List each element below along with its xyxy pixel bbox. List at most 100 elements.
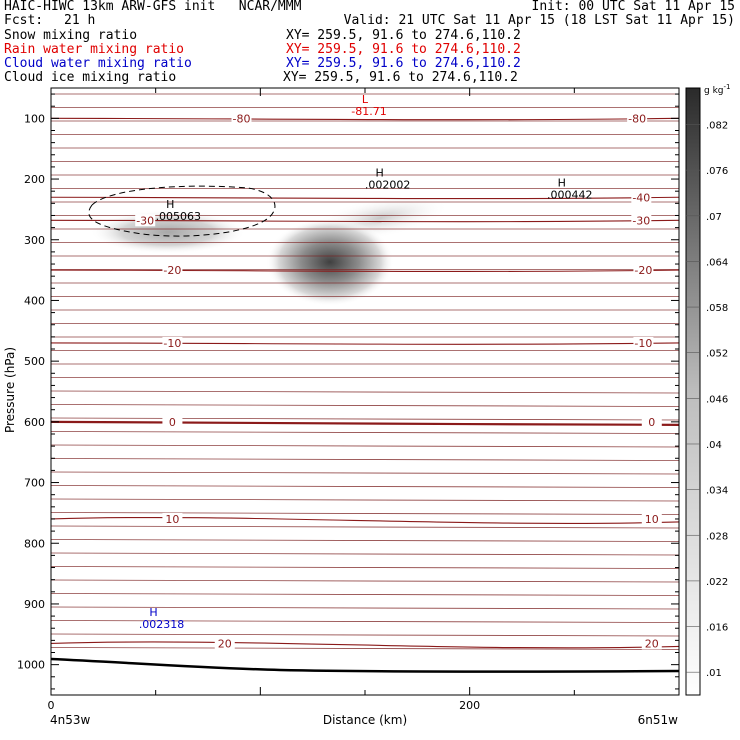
y-tick-label: 300 — [24, 234, 45, 247]
isoline — [51, 593, 679, 596]
colorbar-label: .022 — [706, 577, 728, 588]
extremum-value: .002002 — [365, 179, 411, 192]
shading-layer — [90, 194, 450, 306]
high-marker: H — [149, 606, 157, 619]
y-tick-label: 800 — [24, 537, 45, 550]
forecast-label: Fcst: — [4, 13, 44, 28]
contour-label: -10 — [163, 337, 181, 350]
contour-label: -20 — [634, 264, 652, 277]
temperature-contour — [51, 641, 679, 649]
colorbar-label: .076 — [706, 166, 728, 177]
y-tick-label: 100 — [24, 112, 45, 125]
isoline — [51, 539, 679, 542]
colorbar-label: .028 — [706, 531, 728, 542]
contour-label: -40 — [632, 191, 650, 204]
y-tick-label: 200 — [24, 173, 45, 186]
isoline — [51, 431, 679, 434]
contour-label: 0 — [648, 416, 655, 429]
temperature-contour — [51, 516, 679, 524]
contour-label-bg — [633, 264, 654, 277]
contour-label-bg — [231, 112, 252, 125]
colorbar-label: .016 — [706, 623, 728, 634]
background-isolines — [51, 93, 679, 650]
terrain-line — [50, 657, 680, 673]
y-tick-label: 400 — [24, 294, 45, 307]
field-rain-name: Rain water mixing ratio — [4, 42, 185, 57]
isoline — [51, 485, 679, 488]
extremum-value: .002318 — [139, 618, 185, 631]
contour-label: 10 — [165, 513, 179, 526]
y-tick-label: 900 — [24, 598, 45, 611]
isoline — [51, 390, 679, 394]
contour-label: -80 — [233, 112, 251, 125]
colorbar-ramp — [685, 87, 701, 696]
isoline — [51, 417, 679, 421]
x-tick-label: 0 — [48, 699, 55, 712]
isoline — [51, 566, 679, 569]
temperature-contour — [51, 269, 679, 272]
contour-label: 0 — [169, 416, 176, 429]
colorbar-label: .034 — [706, 486, 728, 497]
contour-label-bg — [641, 637, 662, 650]
high-marker: H — [166, 198, 174, 211]
high-marker: H — [558, 176, 566, 189]
contour-label: -80 — [628, 112, 646, 125]
temperature-contour — [51, 342, 679, 345]
isoline — [51, 606, 679, 610]
extremum-value: .000442 — [547, 188, 593, 201]
colorbar-label: .01 — [706, 668, 722, 679]
contour-label-bg — [135, 214, 156, 227]
init-time: Init: 00 UTC Sat 11 Apr 15 — [531, 0, 736, 14]
contour-label-bg — [631, 191, 652, 204]
temperature-contour — [51, 117, 679, 121]
high-marker: H — [376, 167, 384, 180]
contour-label: 20 — [218, 637, 232, 650]
isoline — [51, 471, 679, 475]
contour-label-bg — [162, 264, 183, 277]
forecast-hour: 21 h — [64, 13, 96, 28]
contour-label-bg — [627, 112, 648, 125]
contour-label: -30 — [632, 214, 650, 227]
x-endpoint-left: 4n53w — [50, 713, 91, 727]
colorbar-label: .058 — [706, 303, 728, 314]
title-line: HAIC-HIWC 13km ARW-GFS init NCAR/MMM — [4, 0, 302, 14]
extremum-value: .005063 — [156, 210, 202, 223]
colorbar-label: .052 — [706, 349, 728, 360]
isoline — [51, 633, 679, 637]
contour-label: 20 — [645, 637, 659, 650]
x-tick-label: 200 — [459, 699, 480, 712]
contour-label-bg — [631, 214, 652, 227]
contour-label-bg — [633, 336, 654, 349]
colorbar-label: .064 — [706, 257, 728, 268]
isoline — [51, 525, 679, 529]
contour-label-bg — [641, 415, 662, 428]
isoline — [51, 444, 679, 448]
y-tick-label: 500 — [24, 355, 45, 368]
isoline — [51, 404, 679, 407]
temperature-contours — [51, 117, 679, 649]
colorbar: .01 .016 .022 .028 .034 .04 .046 .052 .058 .064 .0… — [685, 83, 730, 696]
ice-shading-core — [266, 218, 394, 306]
colorbar-label: .07 — [706, 212, 722, 223]
contour-label-bg — [641, 512, 662, 525]
field-cloudwater-xy: XY= 259.5, 91.6 to 274.6,110.2 — [286, 56, 521, 71]
contour-label-bg — [162, 512, 183, 525]
temperature-contour — [51, 219, 679, 223]
isoline — [51, 620, 679, 623]
contour-label-bg — [162, 336, 183, 349]
dashed-contour — [88, 185, 276, 237]
contour-label: -30 — [136, 214, 154, 227]
isoline — [51, 498, 679, 502]
field-snow-xy: XY= 259.5, 91.6 to 274.6,110.2 — [286, 28, 521, 43]
contour-label-bg — [214, 637, 235, 650]
isoline — [51, 647, 679, 650]
y-tick-label: 600 — [24, 416, 45, 429]
y-tick-label: 700 — [24, 477, 45, 490]
contour-label-bg — [162, 415, 183, 428]
isoline — [51, 512, 679, 515]
x-axis-label: Distance (km) — [323, 713, 407, 727]
temperature-contour — [51, 196, 679, 200]
